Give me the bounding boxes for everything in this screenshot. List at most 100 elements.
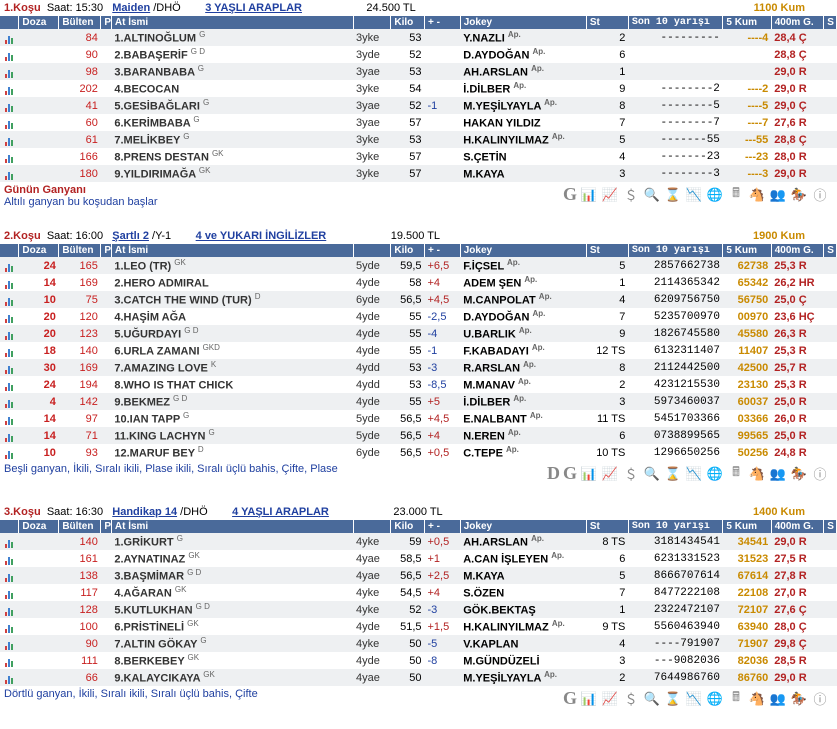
col-header[interactable]: Kilo [391,16,425,29]
col-header[interactable]: 400m G. [771,16,824,29]
tool-icon[interactable]: 🌐 [706,186,724,204]
runner-row[interactable]: 241948.WHO IS THAT CHICK 4ydd53-8,5M.MAN… [0,376,837,393]
tool-icon[interactable]: 🔍 [643,690,661,708]
col-header[interactable]: Kilo [391,520,425,533]
col-header[interactable]: At İsmi [111,520,353,533]
tool-icon[interactable]: 👥 [769,186,787,204]
col-header[interactable]: Puan [101,16,112,29]
col-header[interactable]: + - [425,16,461,29]
col-header[interactable]: Son 10 yarışı [628,520,723,533]
letter-D[interactable]: D [547,463,560,484]
tool-icon[interactable]: ⌛ [664,465,682,483]
tool-icon[interactable]: 🌐 [706,690,724,708]
tool-icon[interactable]: 🌐 [706,465,724,483]
col-header[interactable]: Jokey [460,244,586,257]
col-header[interactable]: At İsmi [111,244,353,257]
col-header[interactable] [353,244,391,257]
col-header[interactable]: St [586,16,628,29]
runner-row[interactable]: 2024.BECOCAN 3yke54İ.DİLBER Ap.9--------… [0,80,837,97]
runner-row[interactable]: 669.KALAYCIKAYA GK4yae50M.YEŞİLYAYLA Ap.… [0,669,837,686]
col-header[interactable] [353,520,391,533]
col-header[interactable]: Puan [101,520,112,533]
race-category[interactable]: 4 ve YUKARI İNGİLİZLER [196,230,327,242]
runner-row[interactable]: 41429.BEKMEZ G D4yde55+5İ.DİLBER Ap.3597… [0,393,837,410]
tool-icon[interactable]: ＄ [622,465,640,483]
col-header[interactable] [0,520,19,533]
race-cond[interactable]: Şartlı 2 [112,230,149,242]
col-header[interactable]: 5 Kum [723,244,771,257]
tool-icon[interactable]: 🖩 [727,690,745,708]
col-header[interactable] [0,16,19,29]
race-category[interactable]: 3 YAŞLI ARAPLAR [205,2,302,14]
runner-row[interactable]: 301697.AMAZING LOVE K4ydd53-3R.ARSLAN Ap… [0,359,837,376]
runner-row[interactable]: 1006.PRİSTİNELİ GK4yde51,5+1,5H.KALINYIL… [0,618,837,635]
tool-icon[interactable]: ⓘ [811,690,829,708]
runner-row[interactable]: 1809.YILDIRIMAĞA GK3yke57M.KAYA 3-------… [0,165,837,182]
col-header[interactable]: Jokey [460,16,586,29]
race-cond[interactable]: Handikap 14 [112,506,177,518]
col-header[interactable]: S [824,16,837,29]
tool-icon[interactable]: 📈 [601,690,619,708]
col-header[interactable]: St [586,520,628,533]
col-header[interactable]: Doza [19,244,59,257]
tool-icon[interactable]: 📊 [580,690,598,708]
runner-row[interactable]: 983.BARANBABA G3yae53AH.ARSLAN Ap.129,0 … [0,63,837,80]
tool-icon[interactable]: ＄ [622,690,640,708]
tool-icon[interactable]: 📈 [601,465,619,483]
tool-icon[interactable]: 📉 [685,465,703,483]
col-header[interactable]: St [586,244,628,257]
tool-icon[interactable]: ⌛ [664,186,682,204]
runner-row[interactable]: 1612.AYNATINAZ GK4yae58,5+1A.CAN İŞLEYEN… [0,550,837,567]
tool-icon[interactable]: 🏇 [790,690,808,708]
runner-row[interactable]: 10753.CATCH THE WIND (TUR) D6yde56,5+4,5… [0,291,837,308]
col-header[interactable]: S [824,244,837,257]
letter-G[interactable]: G [563,463,577,484]
race-category[interactable]: 4 YAŞLI ARAPLAR [232,506,329,518]
runner-row[interactable]: 617.MELİKBEY G3yke53H.KALINYILMAZ Ap.5--… [0,131,837,148]
tool-icon[interactable]: 🏇 [790,186,808,204]
tool-icon[interactable]: 📈 [601,186,619,204]
col-header[interactable]: Jokey [460,520,586,533]
runner-row[interactable]: 201235.UĞURDAYI G D4yde55-4U.BARLIK Ap.9… [0,325,837,342]
col-header[interactable]: + - [425,244,461,257]
tool-icon[interactable]: 📊 [580,465,598,483]
tool-icon[interactable]: ⓘ [811,465,829,483]
tool-icon[interactable]: 🐴 [748,465,766,483]
runner-row[interactable]: 1118.BERKEBEY GK4yde50-8M.GÜNDÜZELİ 3---… [0,652,837,669]
runner-row[interactable]: 415.GESİBAĞLARI G3yae52-1M.YEŞİLYAYLA Ap… [0,97,837,114]
tool-icon[interactable]: 🔍 [643,465,661,483]
tool-icon[interactable]: ⓘ [811,186,829,204]
runner-row[interactable]: 1174.AĞARAN GK4yke54,5+4S.ÖZEN 784772221… [0,584,837,601]
col-header[interactable]: Bülten [59,520,101,533]
runner-row[interactable]: 606.KERİMBABA G3yae57HAKAN YILDIZ 7-----… [0,114,837,131]
col-header[interactable]: Bülten [59,244,101,257]
runner-row[interactable]: 1383.BAŞMİMAR G D4yae56,5+2,5M.KAYA 5866… [0,567,837,584]
runner-row[interactable]: 109312.MARUF BEY D6yde56,5+0,5C.TEPE Ap.… [0,444,837,461]
col-header[interactable]: + - [425,520,461,533]
tool-icon[interactable]: 👥 [769,690,787,708]
col-header[interactable]: At İsmi [111,16,353,29]
runner-row[interactable]: 841.ALTINOĞLUM G3yke53Y.NAZLI Ap.2------… [0,29,837,46]
col-header[interactable]: Kilo [391,244,425,257]
tool-icon[interactable]: 🐴 [748,186,766,204]
col-header[interactable] [353,16,391,29]
tool-icon[interactable]: 📊 [580,186,598,204]
col-header[interactable]: 400m G. [771,244,824,257]
runner-row[interactable]: 902.BABAŞERİF G D3yde52D.AYDOĞAN Ap.628,… [0,46,837,63]
letter-G[interactable]: G [563,184,577,205]
tool-icon[interactable]: 🏇 [790,465,808,483]
tool-icon[interactable]: 🖩 [727,186,745,204]
tool-icon[interactable]: ＄ [622,186,640,204]
col-header[interactable] [0,244,19,257]
col-header[interactable]: 5 Kum [723,520,771,533]
col-header[interactable]: Puan [101,244,112,257]
col-header[interactable]: Son 10 yarışı [628,244,723,257]
col-header[interactable]: Bülten [59,16,101,29]
col-header[interactable]: Son 10 yarışı [628,16,723,29]
tool-icon[interactable]: 👥 [769,465,787,483]
tool-icon[interactable]: 🐴 [748,690,766,708]
tool-icon[interactable]: 📉 [685,690,703,708]
col-header[interactable]: S [824,520,837,533]
runner-row[interactable]: 1285.KUTLUKHAN G D4yke52-3GÖK.BEKTAŞ 123… [0,601,837,618]
letter-G[interactable]: G [563,688,577,709]
